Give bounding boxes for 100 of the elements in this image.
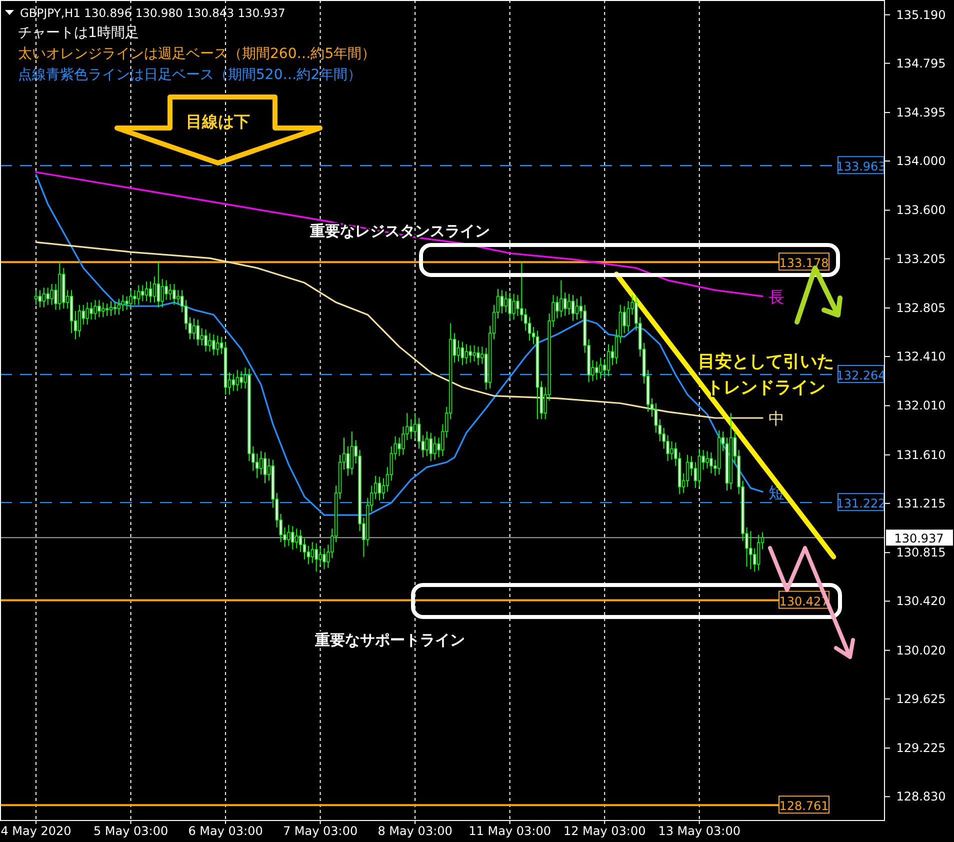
- candlestick: [133, 290, 136, 306]
- annotation: 点線青紫色ラインは日足ベース（期間520…約2年間）: [18, 67, 362, 83]
- candlestick: [464, 344, 468, 364]
- annotation: 目線は下: [186, 112, 250, 131]
- y-tick-label: 132.410: [896, 350, 946, 364]
- x-tick-label: 8 May 03:00: [378, 824, 452, 838]
- candlestick: [117, 298, 121, 316]
- x-tick-label: 5 May 03:00: [93, 824, 168, 838]
- candlestick: [757, 534, 760, 571]
- annotation: 目安として引いた: [698, 352, 834, 372]
- candlestick: [560, 280, 563, 318]
- candlestick: [212, 334, 216, 356]
- candlestick: [204, 328, 208, 352]
- candlestick: [512, 293, 516, 320]
- ref-line-label: 130.937: [894, 532, 944, 546]
- candlestick: [236, 370, 239, 392]
- candlestick: [606, 344, 610, 377]
- candlestick: [318, 546, 322, 566]
- candlestick: [144, 281, 148, 302]
- y-tick-label: 132.805: [896, 300, 946, 315]
- candlestick: [460, 341, 464, 366]
- candlestick: [105, 303, 109, 316]
- candlestick: [196, 319, 200, 346]
- x-tick-label: 12 May 03:00: [563, 824, 646, 838]
- ref-line-label: 128.761: [779, 799, 829, 814]
- candlestick: [314, 542, 318, 572]
- line-series: [35, 171, 764, 298]
- candlestick: [302, 538, 306, 560]
- y-tick-label: 129.625: [896, 692, 946, 706]
- annotation: 太いオレンジラインは週足ベース（期間260…約5年間）: [18, 46, 376, 62]
- x-tick-label: 6 May 03:00: [188, 824, 263, 838]
- candlestick: [710, 452, 713, 474]
- candlestick: [256, 453, 259, 479]
- series-label: 中: [768, 408, 785, 428]
- candlestick: [216, 335, 220, 356]
- candlestick: [567, 293, 571, 316]
- x-tick-label: 4 May 2020: [0, 824, 72, 838]
- candlestick: [433, 436, 436, 460]
- candlestick: [263, 452, 267, 484]
- candlestick: [98, 299, 101, 318]
- candlestick: [456, 340, 460, 362]
- candlestick: [595, 360, 598, 380]
- candlestick: [38, 290, 42, 308]
- candlestick: [706, 450, 709, 469]
- candlestick: [192, 318, 196, 340]
- candlestick: [298, 529, 302, 552]
- candlestick: [46, 287, 50, 306]
- candlestick: [410, 418, 413, 440]
- candlestick: [472, 344, 476, 362]
- candlestick: [382, 478, 386, 500]
- candlestick: [113, 302, 117, 316]
- candlestick: [564, 292, 567, 316]
- candlestick: [109, 300, 113, 316]
- candlestick: [476, 346, 480, 366]
- candlestick: [172, 283, 176, 306]
- y-tick-label: 134.395: [896, 105, 946, 120]
- candlestick: [556, 296, 559, 319]
- candlestick: [291, 526, 294, 550]
- candlestick: [184, 299, 188, 330]
- annotation: 重要なサポートライン: [314, 631, 465, 649]
- y-tick-label: 130.020: [896, 643, 946, 658]
- candlestick: [94, 299, 97, 320]
- candlestick: [240, 370, 243, 389]
- candlestick: [749, 530, 752, 570]
- y-tick-label: 129.225: [896, 741, 946, 756]
- y-tick-label: 128.830: [896, 790, 946, 804]
- candlestick: [654, 402, 658, 434]
- candlestick: [232, 373, 236, 392]
- x-tick-label: 13 May 03:00: [658, 824, 741, 838]
- candlestick: [176, 290, 180, 306]
- y-tick-label: 131.610: [896, 448, 946, 462]
- candlestick: [90, 302, 93, 320]
- candlestick: [429, 432, 432, 462]
- y-tick-label: 130.420: [896, 594, 946, 608]
- candlestick: [125, 296, 128, 310]
- candlestick: [599, 357, 602, 380]
- candlestick: [287, 524, 290, 546]
- series-label: 長: [768, 287, 785, 306]
- y-tick-label: 133.600: [896, 203, 946, 218]
- x-tick-label: 11 May 03:00: [468, 824, 551, 838]
- candlestick: [686, 454, 690, 488]
- candlestick: [164, 280, 168, 300]
- candlestick: [148, 281, 152, 303]
- candlestick: [322, 548, 326, 570]
- candlestick: [306, 545, 310, 565]
- y-tick-label: 135.190: [896, 8, 946, 22]
- candlestick: [129, 290, 132, 310]
- candlestick: [310, 542, 314, 564]
- candlestick: [200, 328, 204, 346]
- candlestick: [350, 431, 354, 476]
- annotation: トレンドライン: [706, 378, 826, 398]
- candlestick: [575, 298, 579, 320]
- candlestick: [78, 304, 82, 338]
- candlestick: [417, 417, 421, 450]
- y-tick-label: 130.815: [896, 546, 946, 560]
- candlestick: [528, 316, 532, 342]
- candlestick: [168, 283, 172, 300]
- candlestick: [156, 261, 160, 308]
- candlestick: [524, 308, 528, 332]
- candlestick: [622, 306, 626, 334]
